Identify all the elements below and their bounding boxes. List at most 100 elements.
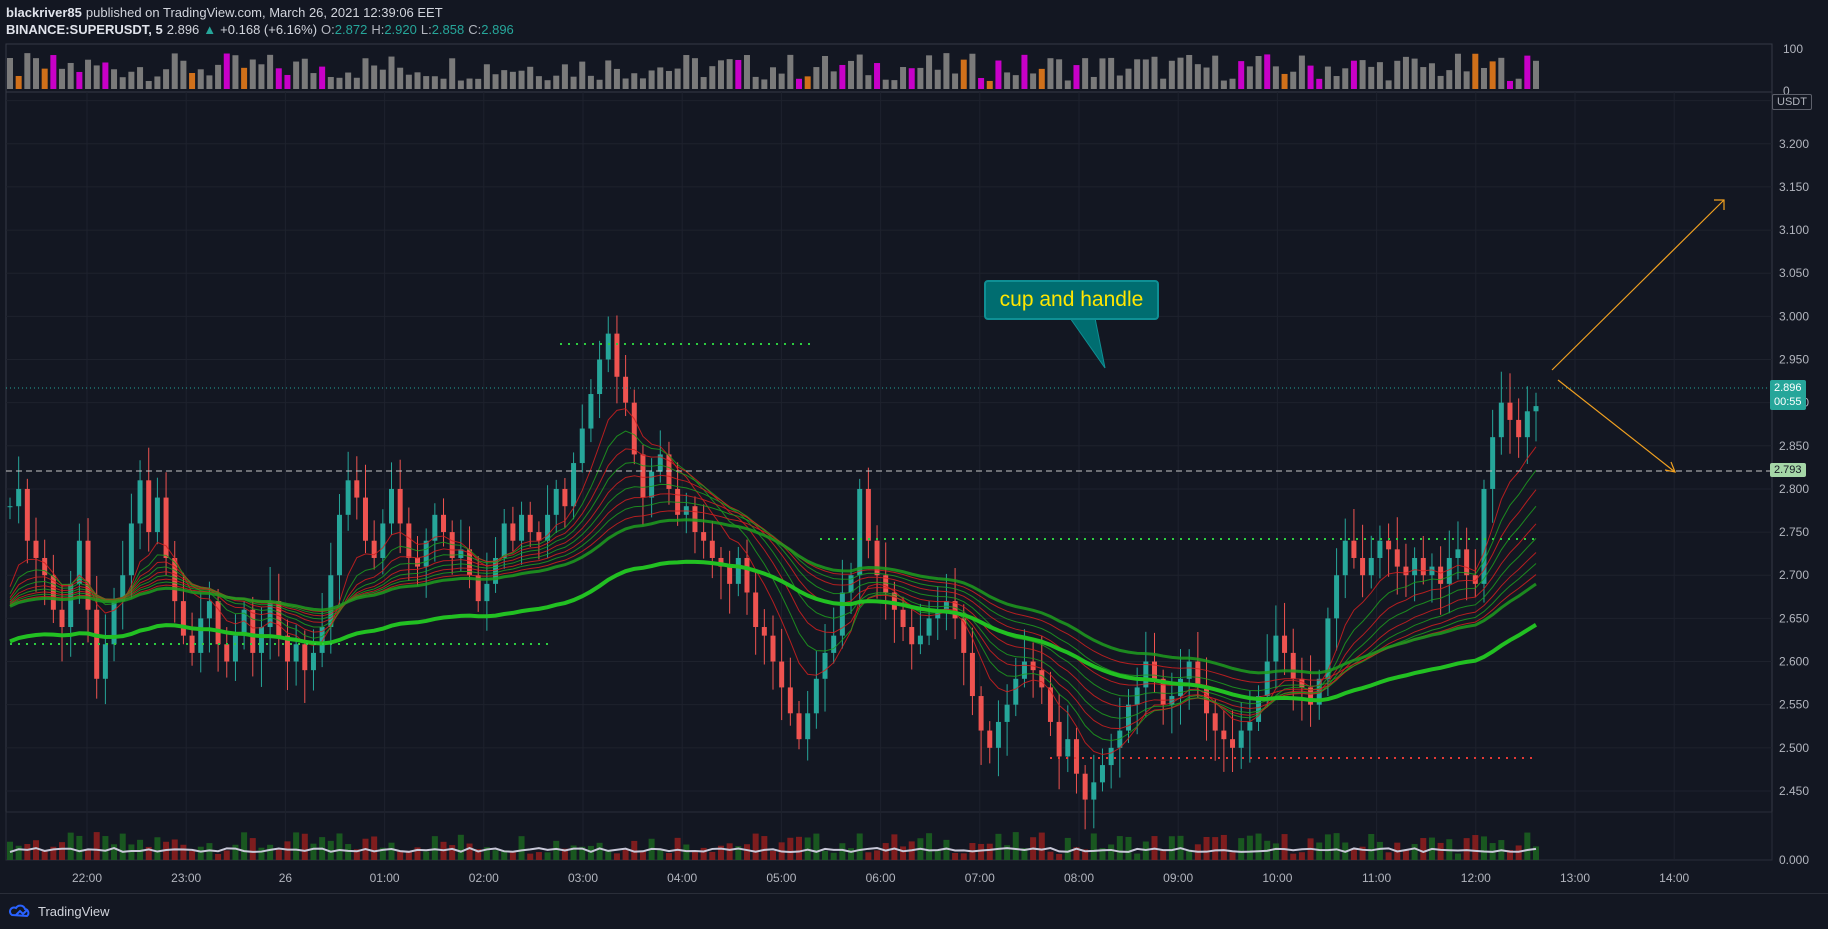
author-name[interactable]: blackriver85 bbox=[6, 5, 82, 20]
volume-bar bbox=[336, 833, 343, 860]
time-tick-label: 22:00 bbox=[72, 871, 102, 885]
volume-bar bbox=[449, 845, 456, 860]
candle-body bbox=[310, 652, 316, 671]
price-tick-label: 2.850 bbox=[1779, 439, 1809, 453]
oscillator-bar bbox=[752, 76, 759, 89]
candle-body bbox=[1108, 747, 1114, 766]
oscillator-bar bbox=[891, 80, 898, 89]
candle-body bbox=[215, 601, 221, 645]
candle-body bbox=[1516, 419, 1522, 438]
candle-body bbox=[258, 627, 264, 653]
oscillator-bar bbox=[1012, 75, 1019, 89]
oscillator-bar bbox=[839, 64, 846, 89]
oscillator-bar bbox=[501, 70, 508, 89]
volume-bar bbox=[717, 845, 724, 860]
volume-bar bbox=[232, 844, 239, 860]
candle-body bbox=[727, 566, 733, 584]
candle-body bbox=[917, 635, 923, 645]
oscillator-bar bbox=[388, 56, 395, 89]
oscillator-bar bbox=[1368, 66, 1375, 89]
candle-body bbox=[484, 583, 490, 602]
candle-body bbox=[1178, 678, 1184, 697]
oscillator-bar bbox=[59, 68, 66, 89]
oscillator-bar bbox=[674, 68, 681, 89]
volume-bar bbox=[1220, 834, 1227, 860]
price-tick-label: 2.450 bbox=[1779, 784, 1809, 798]
oscillator-bar bbox=[1151, 56, 1158, 89]
oscillator-bar bbox=[1333, 76, 1340, 89]
low-label: L: bbox=[420, 22, 432, 37]
volume-bar bbox=[1168, 836, 1175, 860]
candle-body bbox=[744, 557, 750, 593]
volume-bar bbox=[1376, 841, 1383, 860]
oscillator-bar bbox=[128, 71, 135, 89]
volume-bar bbox=[683, 844, 690, 860]
oscillator-bar bbox=[1255, 56, 1262, 89]
volume-bar bbox=[709, 851, 716, 860]
volume-bar bbox=[952, 852, 959, 860]
candle-body bbox=[1420, 557, 1426, 576]
candle-body bbox=[553, 488, 559, 515]
symbol-label[interactable]: BINANCE:SUPERUSDT, 5 bbox=[6, 22, 163, 37]
volume-bar bbox=[301, 833, 308, 860]
oscillator-bar bbox=[1411, 58, 1418, 89]
oscillator-bar bbox=[605, 60, 612, 89]
ema-ribbon-line bbox=[9, 448, 1537, 730]
price-chart[interactable]: 3.2503.2003.1503.1003.0503.0002.9502.900… bbox=[0, 0, 1828, 893]
candle-body bbox=[579, 428, 585, 464]
osc-tick-label: 100 bbox=[1783, 42, 1803, 56]
volume-bar bbox=[995, 833, 1002, 860]
oscillator-bar bbox=[648, 70, 655, 89]
candle-body bbox=[441, 514, 447, 533]
volume-bar bbox=[119, 833, 126, 860]
volume-bar bbox=[1272, 843, 1279, 860]
volume-bar bbox=[1038, 832, 1045, 860]
candle-body bbox=[761, 627, 767, 636]
volume-bar bbox=[1385, 852, 1392, 860]
tradingview-brand[interactable]: TradingView bbox=[38, 904, 110, 919]
candle-body bbox=[362, 497, 368, 541]
oscillator-bar bbox=[171, 53, 178, 89]
candle-body bbox=[640, 454, 646, 498]
volume-bar bbox=[1472, 835, 1479, 860]
candle-body bbox=[354, 480, 360, 498]
candle-body bbox=[1429, 566, 1435, 576]
volume-bar bbox=[1515, 845, 1522, 860]
volume-bar bbox=[1134, 853, 1141, 860]
candle-body bbox=[24, 488, 30, 541]
candle-body bbox=[1264, 661, 1270, 697]
volume-bar bbox=[241, 832, 248, 860]
candle-body bbox=[16, 488, 22, 507]
candle-body bbox=[995, 721, 1001, 748]
volume-bar bbox=[1116, 836, 1123, 860]
candle-body bbox=[206, 601, 212, 619]
volume-bar bbox=[1090, 833, 1097, 860]
volume-bar bbox=[960, 853, 967, 860]
candle-body bbox=[493, 557, 499, 584]
oscillator-bar bbox=[284, 74, 291, 89]
candle-body bbox=[1152, 661, 1157, 679]
volume-bar bbox=[1082, 849, 1089, 860]
candle-body bbox=[987, 730, 993, 748]
tradingview-logo-icon[interactable] bbox=[8, 904, 32, 920]
oscillator-bar bbox=[1524, 55, 1531, 89]
oscillator-bar bbox=[1342, 68, 1349, 89]
candle-body bbox=[267, 601, 273, 628]
volume-bar bbox=[544, 852, 551, 860]
oscillator-bar bbox=[518, 70, 525, 89]
volume-bar bbox=[59, 842, 66, 860]
volume-bar bbox=[934, 849, 941, 860]
candle-body bbox=[467, 549, 473, 576]
oscillator-bar bbox=[1168, 60, 1175, 89]
oscillator-bar bbox=[1194, 64, 1201, 89]
volume-bar bbox=[371, 836, 378, 860]
oscillator-bar bbox=[908, 68, 915, 89]
volume-bar bbox=[67, 832, 74, 860]
oscillator-bar bbox=[691, 58, 698, 89]
volume-bar bbox=[405, 851, 412, 860]
candle-body bbox=[527, 514, 533, 533]
oscillator-bar bbox=[995, 60, 1002, 89]
cup-and-handle-annotation[interactable]: cup and handle bbox=[984, 280, 1159, 320]
candle-body bbox=[1377, 540, 1383, 558]
price-panel bbox=[5, 91, 1773, 861]
